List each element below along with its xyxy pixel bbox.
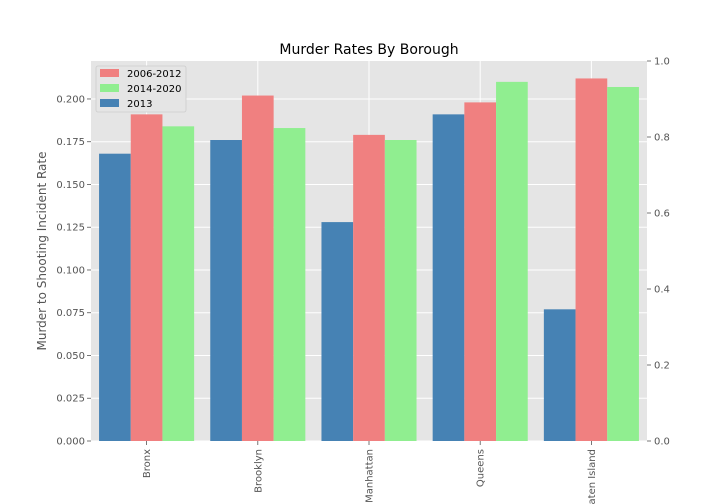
y-tick-label: 0.075 xyxy=(56,308,85,319)
legend-swatch xyxy=(100,99,119,107)
y-tick-label: 0.050 xyxy=(56,351,85,362)
y-axis-ticks: 0.000 0.025 0.050 0.075 0.100 0.125 0.150 0.175… xyxy=(56,94,91,448)
bar xyxy=(543,309,576,441)
y2-tick-label: 0.0 xyxy=(654,437,670,448)
bar xyxy=(464,102,497,441)
bar xyxy=(162,126,195,442)
legend-entry: 2014-2020 xyxy=(127,84,182,95)
x-tick-label: Queens xyxy=(476,449,487,487)
bar xyxy=(607,86,639,441)
y2-tick-label: 0.6 xyxy=(654,209,670,220)
chart-title: Murder Rates By Borough xyxy=(279,42,458,58)
y-tick-label: 0.200 xyxy=(56,94,85,105)
x-tick-label: Manhattan xyxy=(365,449,376,503)
bar xyxy=(496,81,528,442)
y-tick-label: 0.000 xyxy=(56,437,85,448)
x-axis-ticks: Bronx Brooklyn Manhattan Queens Staten Islan… xyxy=(142,441,598,504)
y-tick-label: 0.175 xyxy=(56,137,85,148)
bar xyxy=(99,153,131,441)
y-tick-label: 0.025 xyxy=(56,394,85,405)
bars xyxy=(99,78,639,442)
legend-entry: 2013 xyxy=(127,99,152,110)
legend: 2006-2012 2014-2020 2013 xyxy=(95,65,187,113)
y2-tick-label: 1.0 xyxy=(654,57,670,68)
bar xyxy=(210,140,242,442)
x-tick-label: Brooklyn xyxy=(253,449,264,493)
x-tick-label: Bronx xyxy=(142,449,153,478)
bar xyxy=(432,114,465,442)
y-tick-label: 0.150 xyxy=(56,180,85,191)
bar xyxy=(273,128,306,441)
y2-tick-label: 0.2 xyxy=(654,361,670,372)
bar xyxy=(130,114,163,442)
x-tick-label: Staten Island xyxy=(587,449,598,504)
y2-tick-label: 0.8 xyxy=(654,133,670,144)
y2-tick-label: 0.4 xyxy=(654,285,670,296)
y-tick-label: 0.100 xyxy=(56,265,85,276)
bar xyxy=(384,140,417,442)
bar xyxy=(353,134,385,441)
y-tick-label: 0.125 xyxy=(56,223,85,234)
legend-swatch xyxy=(100,84,119,92)
bar xyxy=(241,95,274,441)
bar xyxy=(575,78,608,442)
legend-entry: 2006-2012 xyxy=(127,69,182,80)
y-axis-label: Murder to Shooting Incident Rate xyxy=(35,152,49,351)
y2-axis-ticks: 0.0 0.2 0.4 0.6 0.8 1.0 xyxy=(647,57,670,448)
bar xyxy=(321,222,354,441)
legend-swatch xyxy=(100,69,119,77)
